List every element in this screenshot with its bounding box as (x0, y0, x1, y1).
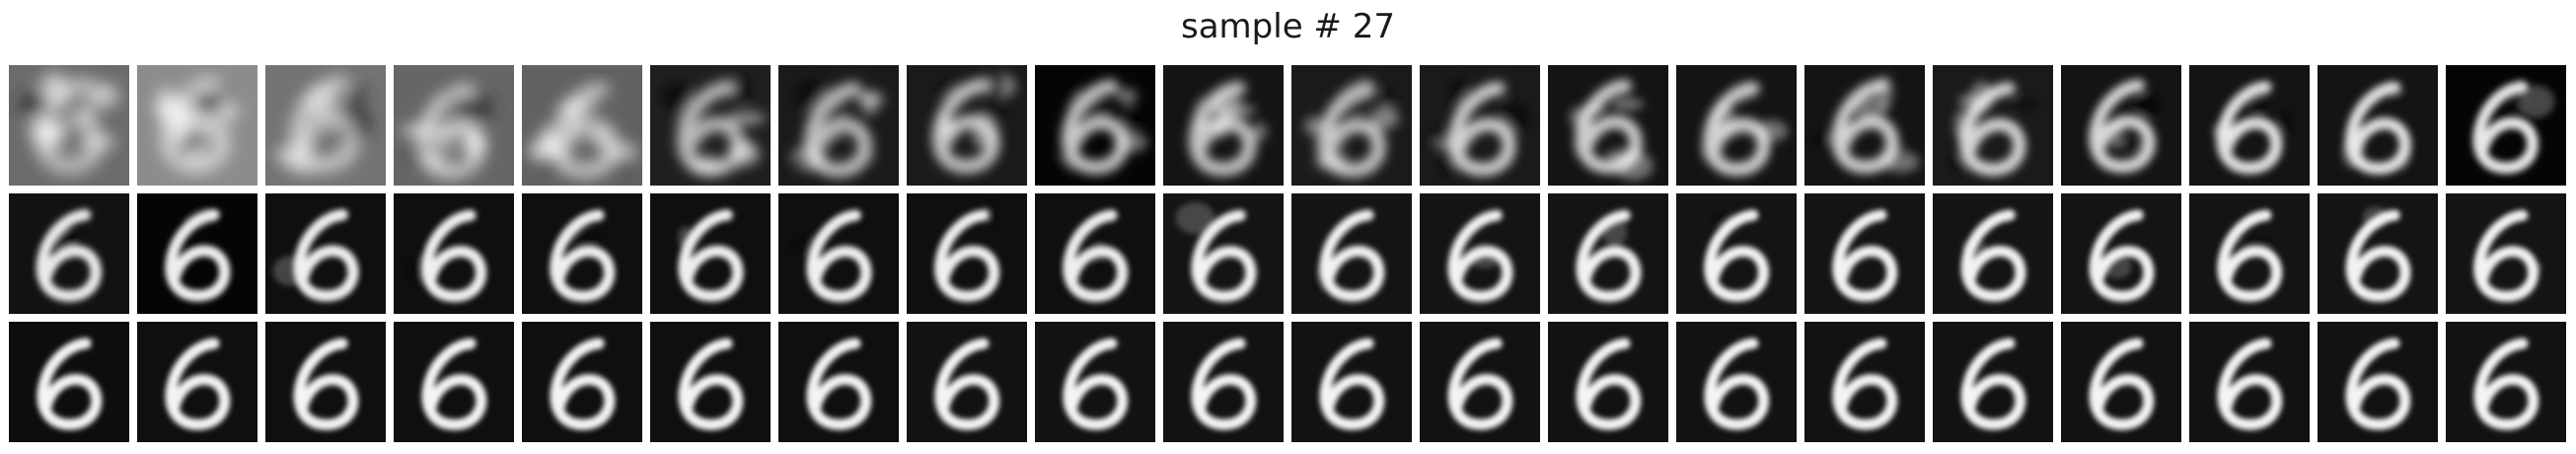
sample-image-r2-c7 (778, 193, 899, 314)
sample-image-r3-c7 (778, 322, 899, 442)
sample-image-r3-c11 (1291, 322, 1412, 442)
sample-image-r2-c9 (1035, 193, 1155, 314)
sample-image-r2-c14 (1676, 193, 1797, 314)
sample-image-r2-c10 (1163, 193, 1284, 314)
sample-image-r2-c5 (522, 193, 642, 314)
sample-image-r1-c7 (778, 65, 899, 186)
sample-image-r1-c10 (1163, 65, 1284, 186)
sample-image-r3-c4 (394, 322, 514, 442)
sample-image-r1-c18 (2189, 65, 2310, 186)
sample-image-r1-c15 (1804, 65, 1925, 186)
sample-image-r3-c5 (522, 322, 642, 442)
sample-image-r3-c17 (2061, 322, 2181, 442)
sample-image-r2-c11 (1291, 193, 1412, 314)
sample-image-r3-c9 (1035, 322, 1155, 442)
sample-image-r1-c4 (394, 65, 514, 186)
sample-image-r1-c20 (2446, 65, 2566, 186)
sample-image-r2-c19 (2318, 193, 2438, 314)
sample-image-grid (9, 65, 2570, 444)
sample-image-r1-c16 (1933, 65, 2053, 186)
sample-image-r2-c8 (907, 193, 1027, 314)
sample-image-r2-c6 (650, 193, 771, 314)
sample-image-r3-c20 (2446, 322, 2566, 442)
sample-image-r2-c20 (2446, 193, 2566, 314)
sample-image-r2-c17 (2061, 193, 2181, 314)
sample-image-r3-c18 (2189, 322, 2310, 442)
sample-image-r3-c16 (1933, 322, 2053, 442)
sample-image-r2-c12 (1420, 193, 1540, 314)
sample-image-r3-c19 (2318, 322, 2438, 442)
sample-image-r3-c13 (1548, 322, 1668, 442)
sample-image-r1-c6 (650, 65, 771, 186)
sample-image-r2-c13 (1548, 193, 1668, 314)
sample-image-r2-c15 (1804, 193, 1925, 314)
sample-image-r1-c13 (1548, 65, 1668, 186)
figure-title: sample # 27 (1181, 7, 1395, 46)
sample-image-r2-c3 (265, 193, 386, 314)
sample-image-r1-c17 (2061, 65, 2181, 186)
sample-image-r3-c6 (650, 322, 771, 442)
sample-image-r2-c18 (2189, 193, 2310, 314)
sample-image-r1-c9 (1035, 65, 1155, 186)
sample-image-r1-c19 (2318, 65, 2438, 186)
sample-image-r3-c8 (907, 322, 1027, 442)
sample-image-r1-c1 (9, 65, 129, 186)
sample-image-r2-c4 (394, 193, 514, 314)
sample-image-r2-c1 (9, 193, 129, 314)
sample-image-r1-c14 (1676, 65, 1797, 186)
sample-image-r3-c12 (1420, 322, 1540, 442)
sample-image-r1-c2 (137, 65, 258, 186)
sample-image-r3-c2 (137, 322, 258, 442)
sample-image-r1-c8 (907, 65, 1027, 186)
sample-image-r1-c5 (522, 65, 642, 186)
sample-image-r3-c10 (1163, 322, 1284, 442)
sample-image-r3-c15 (1804, 322, 1925, 442)
sample-image-r1-c3 (265, 65, 386, 186)
sample-image-r3-c14 (1676, 322, 1797, 442)
sample-image-r2-c16 (1933, 193, 2053, 314)
sample-image-r3-c1 (9, 322, 129, 442)
sample-image-r2-c2 (137, 193, 258, 314)
sample-image-r3-c3 (265, 322, 386, 442)
sample-image-r1-c11 (1291, 65, 1412, 186)
sample-image-r1-c12 (1420, 65, 1540, 186)
